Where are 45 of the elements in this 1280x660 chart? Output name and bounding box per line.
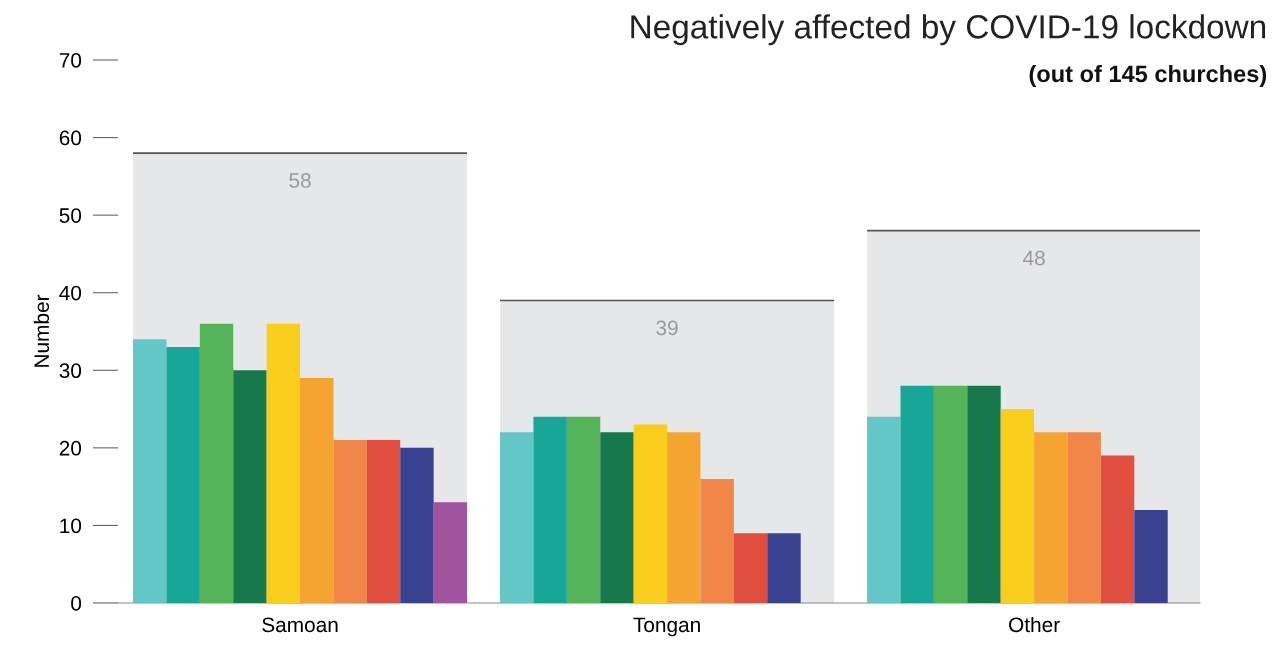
bar — [1067, 432, 1101, 603]
chart-title: Negatively affected by COVID-19 lockdown — [631, 14, 1266, 46]
y-tick-label: 30 — [59, 363, 82, 379]
y-tick-label: 0 — [71, 596, 82, 611]
bar — [233, 370, 267, 603]
bar — [700, 478, 734, 603]
bar — [900, 385, 934, 603]
y-axis-title: Number — [33, 294, 50, 367]
bar — [1000, 409, 1035, 603]
data-label: 58 — [289, 173, 311, 188]
bar — [1034, 432, 1068, 603]
bar — [1134, 509, 1168, 603]
bar — [667, 432, 701, 603]
y-tick-label: 60 — [59, 130, 82, 146]
bar — [433, 502, 468, 603]
x-tick-label: Other — [1009, 616, 1060, 633]
bar — [266, 323, 301, 603]
bar — [733, 533, 768, 603]
bar — [533, 416, 567, 603]
bar — [1100, 455, 1135, 603]
bar — [333, 440, 367, 603]
y-tick-label: 70 — [59, 53, 82, 68]
bar — [867, 416, 901, 603]
bar — [967, 385, 1001, 603]
bar — [600, 432, 634, 603]
bar — [400, 447, 434, 603]
bar — [767, 533, 801, 603]
bar — [366, 440, 401, 603]
y-tick-label: 50 — [59, 208, 82, 223]
x-tick-label: Samoan — [262, 617, 338, 633]
bar — [566, 416, 601, 603]
bar — [300, 378, 334, 603]
x-tick-label: Tongan — [633, 617, 700, 637]
bar — [199, 323, 234, 603]
bar — [500, 432, 534, 603]
bar — [633, 424, 668, 603]
y-tick-label: 10 — [60, 518, 82, 534]
bar — [133, 339, 167, 603]
bar — [166, 347, 200, 603]
bar — [933, 385, 968, 603]
data-label: 39 — [656, 320, 678, 336]
y-tick-label: 20 — [59, 440, 82, 456]
data-label: 48 — [1023, 250, 1045, 266]
y-tick-label: 40 — [59, 285, 82, 301]
chart-subtitle: (out of 145 churches) — [1029, 64, 1267, 87]
